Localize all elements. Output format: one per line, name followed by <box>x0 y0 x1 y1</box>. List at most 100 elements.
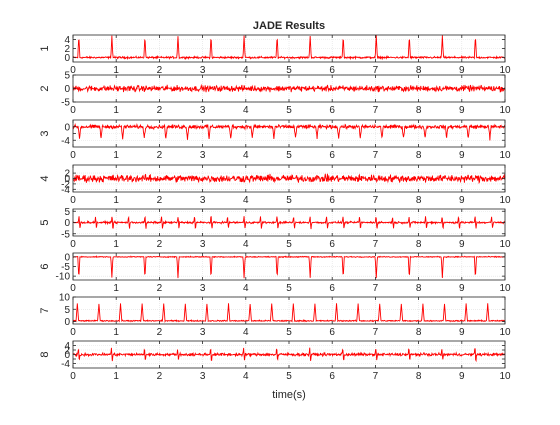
x-tick-label: 0 <box>70 65 76 76</box>
x-tick-label: 0 <box>70 371 76 382</box>
x-tick-label: 9 <box>459 105 465 116</box>
x-tick-label: 4 <box>243 371 249 382</box>
y-tick-label: -5 <box>61 262 70 273</box>
x-tick-label: 2 <box>157 239 163 250</box>
x-tick-label: 2 <box>157 327 163 338</box>
y-tick-label: 0 <box>64 53 70 64</box>
y-tick-label: 0 <box>64 350 70 361</box>
x-tick-label: 8 <box>416 283 422 294</box>
y-tick-label: 0 <box>64 317 70 328</box>
x-tick-label: 9 <box>459 327 465 338</box>
x-tick-label: 1 <box>113 150 119 161</box>
x-tick-label: 4 <box>243 105 249 116</box>
x-tick-label: 5 <box>286 239 292 250</box>
x-tick-label: 1 <box>113 195 119 206</box>
x-tick-label: 1 <box>113 327 119 338</box>
x-tick-label: 2 <box>157 105 163 116</box>
series-line-4 <box>72 173 506 185</box>
x-tick-label: 7 <box>373 65 379 76</box>
x-tick-label: 7 <box>373 327 379 338</box>
x-tick-label: 5 <box>286 105 292 116</box>
x-tick-label: 0 <box>70 195 76 206</box>
x-tick-label: 1 <box>113 105 119 116</box>
x-tick-label: 3 <box>200 195 206 206</box>
x-tick-label: 6 <box>329 65 335 76</box>
y-tick-label: -4 <box>61 136 70 147</box>
x-tick-label: 8 <box>416 239 422 250</box>
x-tick-label: 10 <box>499 371 511 382</box>
x-tick-label: 6 <box>329 150 335 161</box>
x-tick-label: 6 <box>329 195 335 206</box>
x-tick-label: 9 <box>459 195 465 206</box>
x-tick-label: 4 <box>243 283 249 294</box>
x-tick-label: 3 <box>200 65 206 76</box>
x-tick-label: 7 <box>373 283 379 294</box>
x-tick-label: 5 <box>286 150 292 161</box>
x-tick-label: 3 <box>200 150 206 161</box>
y-axis-label-8: 8 <box>39 351 51 357</box>
y-tick-label: -4 <box>61 359 70 370</box>
x-tick-label: 7 <box>373 371 379 382</box>
series-line-7 <box>72 303 506 324</box>
x-tick-label: 4 <box>243 150 249 161</box>
subplot-3: 0 1 2 3 4 5 6 7 8 9 10-403 <box>39 119 511 161</box>
x-tick-label: 3 <box>200 105 206 116</box>
x-tick-label: 8 <box>416 327 422 338</box>
y-tick-label: 2 <box>64 346 70 357</box>
x-axis-label: time(s) <box>272 389 306 401</box>
x-tick-label: 3 <box>200 371 206 382</box>
y-tick-label: 0 <box>64 218 70 229</box>
x-tick-label: 3 <box>200 283 206 294</box>
y-axis-label-2: 2 <box>39 85 51 91</box>
x-tick-label: 2 <box>157 150 163 161</box>
series-line-3 <box>72 122 506 141</box>
x-tick-label: 4 <box>243 65 249 76</box>
x-tick-label: 0 <box>70 105 76 116</box>
y-axis-label-5: 5 <box>39 219 51 225</box>
y-tick-label: 2 <box>64 44 70 55</box>
chart-title: JADE Results <box>253 20 325 32</box>
x-tick-label: 4 <box>243 239 249 250</box>
y-axis-label-1: 1 <box>39 45 51 51</box>
y-tick-label: 4 <box>64 341 70 352</box>
x-tick-label: 2 <box>157 65 163 76</box>
y-tick-label: 0 <box>64 122 70 133</box>
y-tick-label: -4 <box>61 185 70 196</box>
x-tick-label: 7 <box>373 195 379 206</box>
y-tick-label: 0 <box>64 252 70 263</box>
y-tick-label: 10 <box>59 293 71 304</box>
x-tick-label: 9 <box>459 371 465 382</box>
x-tick-label: 1 <box>113 65 119 76</box>
x-tick-label: 2 <box>157 371 163 382</box>
series-line-5 <box>72 215 506 230</box>
x-tick-label: 1 <box>113 239 119 250</box>
x-tick-label: 0 <box>70 239 76 250</box>
x-tick-label: 7 <box>373 150 379 161</box>
x-tick-label: 6 <box>329 283 335 294</box>
x-tick-label: 10 <box>499 105 511 116</box>
x-tick-label: 1 <box>113 371 119 382</box>
x-tick-label: 0 <box>70 327 76 338</box>
x-tick-label: 6 <box>329 239 335 250</box>
x-tick-label: 0 <box>70 283 76 294</box>
x-tick-label: 6 <box>329 105 335 116</box>
x-tick-label: 8 <box>416 195 422 206</box>
y-axis-label-3: 3 <box>39 130 51 136</box>
y-tick-label: -2 <box>61 179 70 190</box>
x-tick-label: 9 <box>459 150 465 161</box>
x-tick-label: 10 <box>499 239 511 250</box>
x-tick-label: 5 <box>286 327 292 338</box>
x-tick-label: 8 <box>416 150 422 161</box>
x-tick-label: 3 <box>200 327 206 338</box>
series-line-2 <box>72 83 506 93</box>
series-line-6 <box>72 255 506 279</box>
x-tick-label: 1 <box>113 283 119 294</box>
x-tick-label: 2 <box>157 283 163 294</box>
